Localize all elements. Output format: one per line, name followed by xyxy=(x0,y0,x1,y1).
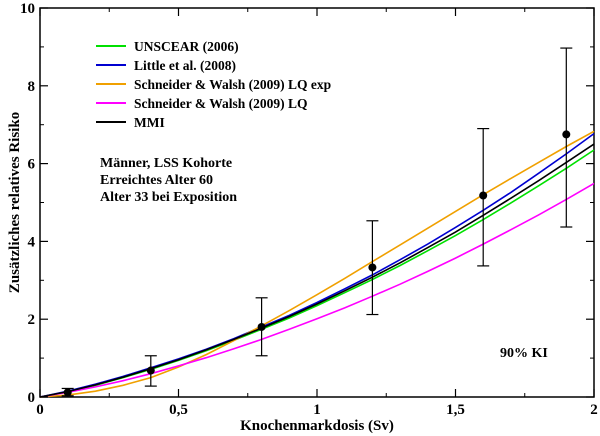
x-tick-label: 1 xyxy=(313,402,321,418)
x-tick-label: 1,5 xyxy=(446,402,465,418)
data-point xyxy=(63,388,72,397)
annotation-line: Alter 33 bei Exposition xyxy=(100,190,237,205)
y-tick-label: 10 xyxy=(20,1,35,17)
x-tick-label: 0 xyxy=(36,402,44,418)
data-point xyxy=(479,191,488,200)
y-tick-label: 6 xyxy=(28,157,36,173)
data-point xyxy=(257,322,266,331)
series-line-3 xyxy=(39,130,595,398)
annotation-line: Männer, LSS Kohorte xyxy=(100,156,232,171)
axis-ticks: 0 0,5 1 1,5 2 0 2 4 6 8 10 xyxy=(20,1,598,418)
data-point xyxy=(146,366,155,375)
x-tick-label: 2 xyxy=(590,402,598,418)
legend-label: MMI xyxy=(134,115,165,130)
data-points-with-error-bars xyxy=(61,47,573,397)
data-point xyxy=(368,263,377,272)
legend-label: Little et al. (2008) xyxy=(134,58,236,73)
legend-label: UNSCEAR (2006) xyxy=(134,39,239,54)
x-axis-title: Knochenmarkdosis (Sv) xyxy=(240,418,394,434)
y-tick-label: 0 xyxy=(28,390,36,406)
series-line-4 xyxy=(39,182,595,398)
x-tick-label: 0,5 xyxy=(169,402,188,418)
data-point xyxy=(562,130,571,139)
y-tick-label: 4 xyxy=(28,234,36,250)
series-line-5 xyxy=(39,143,595,398)
y-tick-label: 2 xyxy=(28,312,36,328)
series-curves xyxy=(39,130,595,398)
annotation: Männer, LSS Kohorte Erreichtes Alter 60 Al… xyxy=(100,156,548,361)
y-axis-title: Zusätzliches relatives Risiko xyxy=(7,112,23,293)
annotation-line: Erreichtes Alter 60 xyxy=(100,173,213,188)
ci-label: 90% KI xyxy=(500,346,548,361)
y-tick-label: 8 xyxy=(28,79,36,95)
legend-label: Schneider & Walsh (2009) LQ exp xyxy=(134,77,331,92)
legend-label: Schneider & Walsh (2009) LQ xyxy=(134,96,308,111)
legend: UNSCEAR (2006) Little et al. (2008) Schnei… xyxy=(96,39,331,130)
